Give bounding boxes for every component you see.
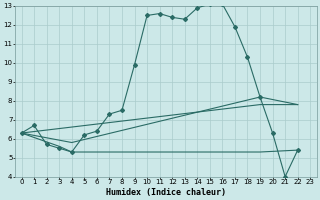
X-axis label: Humidex (Indice chaleur): Humidex (Indice chaleur) <box>106 188 226 197</box>
